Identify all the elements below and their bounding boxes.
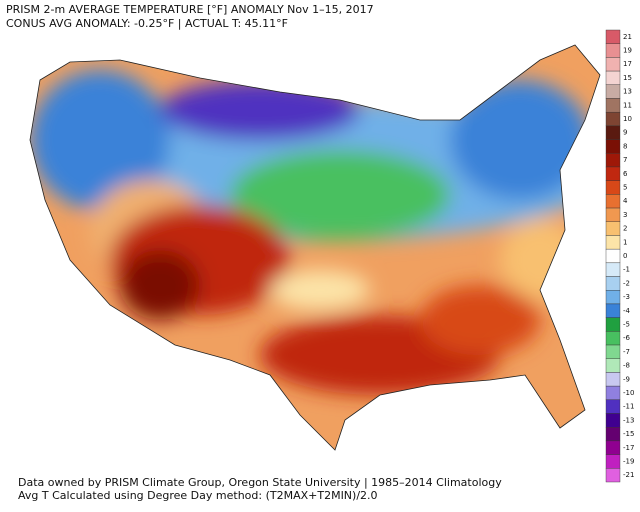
colorbar-cell (605, 454, 621, 469)
colorbar-label: 6 (623, 170, 628, 178)
colorbar-label: 17 (623, 60, 632, 68)
colorbar-cell (605, 194, 621, 209)
colorbar-label: 11 (623, 101, 632, 109)
colorbar-label: -3 (623, 293, 630, 301)
colorbar-cell (605, 331, 621, 346)
colorbar-label: 13 (623, 88, 632, 96)
colorbar-cell (605, 29, 621, 44)
colorbar: 211917151311109876543210-1-2-3-4-5-6-7-8… (605, 29, 634, 483)
colorbar-label: 15 (623, 74, 632, 82)
anomaly-map (30, 45, 600, 450)
colorbar-cell (605, 427, 621, 442)
colorbar-cell (605, 262, 621, 277)
colorbar-cell (605, 125, 621, 140)
colorbar-cell (605, 166, 621, 181)
colorbar-cell (605, 43, 621, 58)
colorbar-cell (605, 303, 621, 318)
colorbar-cell (605, 139, 621, 154)
colorbar-cell (605, 111, 621, 127)
colorbar-label: 21 (623, 33, 632, 41)
colorbar-label: 8 (623, 142, 627, 150)
colorbar-cell (605, 468, 621, 483)
colorbar-cell (605, 84, 621, 99)
colorbar-label: 9 (623, 129, 627, 137)
colorbar-label: -19 (623, 457, 634, 465)
colorbar-cell (605, 385, 621, 401)
colorbar-label: -4 (623, 307, 631, 315)
colorbar-cell (605, 290, 621, 305)
colorbar-cell (605, 276, 621, 291)
colorbar-cell (605, 221, 621, 236)
colorbar-cell (605, 358, 621, 373)
colorbar-cell (605, 70, 621, 85)
footer-line: Data owned by PRISM Climate Group, Orego… (18, 476, 502, 489)
colorbar-cell (605, 248, 621, 264)
colorbar-cell (605, 344, 621, 359)
colorbar-label: 7 (623, 156, 627, 164)
colorbar-label: -2 (623, 279, 630, 287)
colorbar-label: 0 (623, 252, 627, 260)
subtitle: CONUS AVG ANOMALY: -0.25°F | ACTUAL T: 4… (6, 17, 288, 30)
colorbar-cell (605, 399, 621, 414)
colorbar-label: -10 (623, 389, 634, 397)
colorbar-label: 1 (623, 238, 627, 246)
colorbar-label: -7 (623, 348, 630, 356)
colorbar-cell (605, 440, 621, 455)
colorbar-label: -1 (623, 266, 630, 274)
colorbar-cell (605, 207, 621, 222)
colorbar-cell (605, 57, 621, 72)
colorbar-cell (605, 180, 621, 195)
colorbar-label: -6 (623, 334, 631, 342)
colorbar-cell (605, 235, 621, 250)
colorbar-cell (605, 372, 621, 387)
colorbar-label: -15 (623, 430, 634, 438)
title: PRISM 2-m AVERAGE TEMPERATURE [°F] ANOMA… (6, 3, 374, 16)
colorbar-cell (605, 413, 621, 428)
colorbar-label: -13 (623, 416, 634, 424)
colorbar-label: 2 (623, 225, 627, 233)
colorbar-label: -9 (623, 375, 630, 383)
us-outline (29, 44, 601, 451)
colorbar-label: 10 (623, 115, 632, 123)
colorbar-label: -8 (623, 362, 630, 370)
colorbar-label: 3 (623, 211, 627, 219)
colorbar-label: -21 (623, 471, 634, 479)
footer-line: Avg T Calculated using Degree Day method… (18, 489, 378, 502)
colorbar-label: -11 (623, 403, 634, 411)
colorbar-cell (605, 317, 621, 332)
colorbar-label: -17 (623, 444, 634, 452)
colorbar-label: 5 (623, 184, 627, 192)
colorbar-label: 19 (623, 47, 632, 55)
colorbar-label: -5 (623, 320, 630, 328)
colorbar-cell (605, 153, 621, 168)
colorbar-label: 4 (623, 197, 628, 205)
colorbar-cell (605, 98, 621, 113)
